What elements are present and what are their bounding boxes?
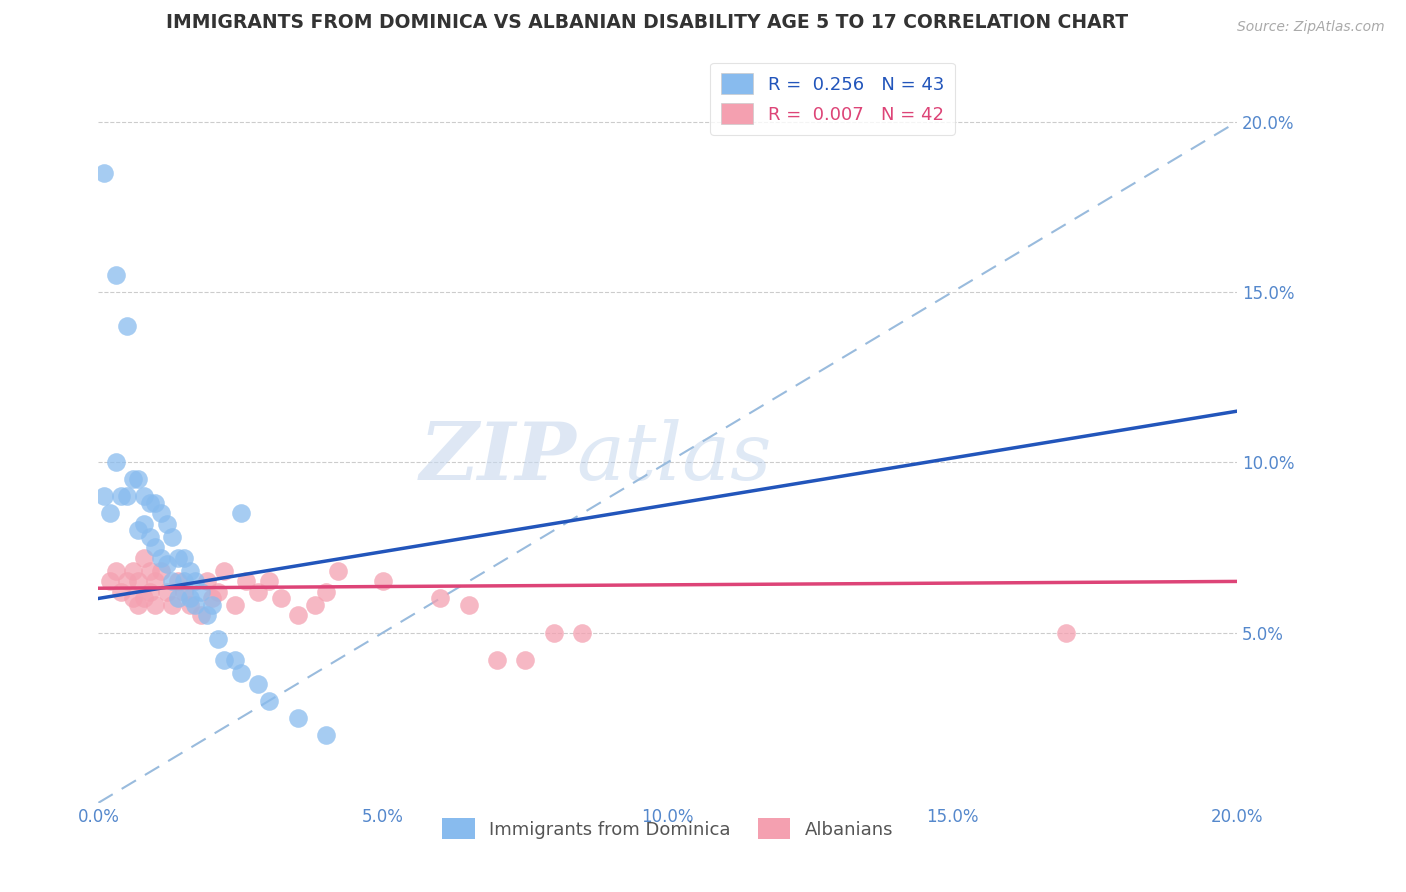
Point: [132, 591, 155, 606]
Point: [145, 541, 167, 555]
Text: atlas: atlas: [576, 419, 772, 497]
Point: [287, 608, 309, 623]
Point: [98, 574, 121, 589]
Point: [486, 653, 509, 667]
Point: [104, 455, 127, 469]
Point: [132, 489, 155, 503]
Point: [515, 653, 537, 667]
Point: [121, 472, 143, 486]
Point: [93, 489, 115, 503]
Point: [184, 574, 207, 589]
Point: [373, 574, 395, 589]
Point: [150, 564, 173, 578]
Point: [224, 653, 246, 667]
Point: [179, 591, 201, 606]
Point: [138, 530, 160, 544]
Point: [195, 608, 218, 623]
Point: [110, 489, 132, 503]
Point: [162, 574, 184, 589]
Point: [259, 574, 281, 589]
Point: [104, 564, 127, 578]
Point: [571, 625, 593, 640]
Point: [162, 599, 184, 613]
Point: [127, 574, 149, 589]
Point: [543, 625, 565, 640]
Point: [121, 564, 143, 578]
Point: [326, 564, 349, 578]
Point: [246, 676, 269, 690]
Point: [132, 516, 155, 531]
Point: [145, 599, 167, 613]
Point: [132, 550, 155, 565]
Point: [167, 550, 190, 565]
Point: [173, 550, 195, 565]
Point: [145, 574, 167, 589]
Point: [98, 506, 121, 520]
Point: [121, 591, 143, 606]
Point: [138, 584, 160, 599]
Point: [224, 599, 246, 613]
Point: [315, 584, 337, 599]
Point: [110, 584, 132, 599]
Point: [93, 166, 115, 180]
Point: [115, 489, 138, 503]
Point: [190, 608, 212, 623]
Point: [138, 496, 160, 510]
Point: [173, 574, 195, 589]
Point: [212, 564, 235, 578]
Point: [201, 599, 224, 613]
Point: [179, 564, 201, 578]
Point: [315, 728, 337, 742]
Point: [195, 574, 218, 589]
Point: [167, 591, 190, 606]
Point: [156, 558, 179, 572]
Text: ZIP: ZIP: [420, 419, 576, 497]
Point: [259, 693, 281, 707]
Point: [167, 574, 190, 589]
Point: [173, 584, 195, 599]
Point: [1056, 625, 1078, 640]
Text: IMMIGRANTS FROM DOMINICA VS ALBANIAN DISABILITY AGE 5 TO 17 CORRELATION CHART: IMMIGRANTS FROM DOMINICA VS ALBANIAN DIS…: [166, 13, 1128, 32]
Point: [457, 599, 479, 613]
Text: Source: ZipAtlas.com: Source: ZipAtlas.com: [1237, 20, 1385, 34]
Point: [138, 564, 160, 578]
Point: [145, 496, 167, 510]
Point: [156, 584, 179, 599]
Point: [156, 516, 179, 531]
Point: [207, 632, 229, 647]
Point: [162, 530, 184, 544]
Point: [190, 584, 212, 599]
Point: [270, 591, 292, 606]
Point: [115, 318, 138, 333]
Point: [127, 472, 149, 486]
Point: [429, 591, 451, 606]
Point: [212, 653, 235, 667]
Point: [229, 506, 252, 520]
Point: [127, 524, 149, 538]
Point: [229, 666, 252, 681]
Point: [304, 599, 326, 613]
Point: [150, 506, 173, 520]
Point: [150, 550, 173, 565]
Point: [246, 584, 269, 599]
Point: [115, 574, 138, 589]
Point: [201, 591, 224, 606]
Point: [184, 599, 207, 613]
Point: [287, 711, 309, 725]
Legend: Immigrants from Dominica, Albanians: Immigrants from Dominica, Albanians: [434, 811, 901, 847]
Point: [127, 599, 149, 613]
Point: [179, 599, 201, 613]
Point: [207, 584, 229, 599]
Point: [235, 574, 257, 589]
Point: [104, 268, 127, 282]
